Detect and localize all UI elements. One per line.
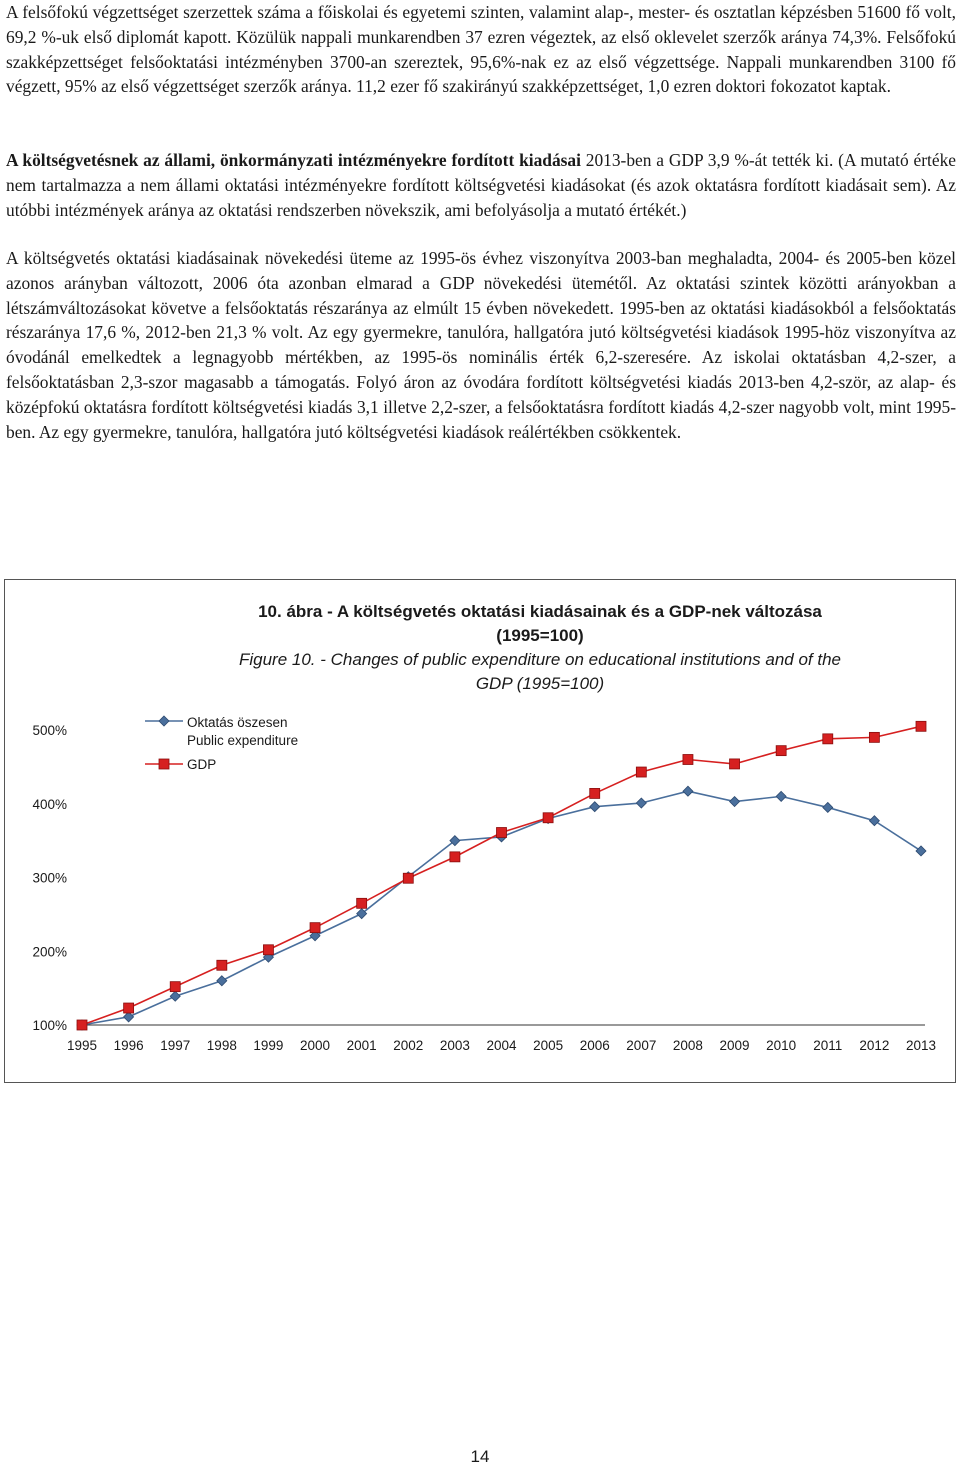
figure-title-english: Figure 10. - Changes of public expenditu…: [155, 648, 925, 696]
legend-marker-public-expenditure: [158, 715, 170, 727]
data-point-gdp: [496, 827, 507, 838]
figure-10: 10. ábra - A költségvetés oktatási kiadá…: [4, 579, 956, 1083]
x-tick-label: 2012: [859, 1038, 889, 1053]
x-tick-label: 2007: [626, 1038, 656, 1053]
data-point-public-expenditure: [915, 845, 927, 857]
data-point-gdp: [822, 733, 834, 745]
figure-title-en-line2: GDP (1995=100): [475, 674, 605, 693]
data-point-public-expenditure: [449, 835, 461, 847]
data-point-gdp: [123, 1002, 135, 1014]
page-number: 14: [470, 1447, 490, 1466]
x-tick-label: 2011: [813, 1038, 842, 1053]
y-tick-label: 200%: [32, 944, 67, 959]
figure-title-hungarian: 10. ábra - A költségvetés oktatási kiadá…: [155, 600, 925, 648]
x-tick-label: 2001: [347, 1038, 377, 1053]
x-tick-label: 2008: [673, 1038, 703, 1053]
x-tick-label: 2009: [720, 1038, 750, 1053]
x-tick-label: 1995: [67, 1038, 97, 1053]
data-point-gdp: [449, 851, 461, 863]
data-point-public-expenditure: [123, 1011, 135, 1023]
data-point-gdp: [169, 981, 181, 993]
data-point-public-expenditure: [309, 930, 321, 942]
y-tick-label: 100%: [32, 1018, 67, 1033]
x-tick-label: 2010: [766, 1038, 796, 1053]
data-point-gdp: [263, 944, 274, 956]
paragraph-budget-growth: A költségvetés oktatási kiadásainak növe…: [6, 248, 956, 442]
paragraph-budget-share: A költségvetésnek az állami, önkormányza…: [6, 148, 956, 222]
data-point-public-expenditure: [822, 801, 834, 814]
x-tick-label: 2000: [300, 1038, 330, 1053]
data-point-public-expenditure: [775, 790, 787, 802]
y-tick-label: 400%: [32, 797, 67, 812]
data-point-gdp: [402, 872, 414, 884]
figure-title-en-line1: Figure 10. - Changes of public expenditu…: [238, 650, 841, 669]
data-point-gdp: [356, 897, 368, 909]
series-line: [81, 790, 922, 1026]
data-point-gdp: [775, 745, 787, 757]
data-point-public-expenditure: [728, 795, 741, 808]
data-point-public-expenditure: [635, 797, 647, 809]
x-tick-label: 2005: [533, 1038, 563, 1053]
x-tick-label: 2006: [580, 1038, 610, 1053]
data-point-gdp: [216, 959, 228, 971]
legend-label-public-expenditure-line1: Oktatás öszesen: [187, 715, 288, 730]
x-tick-label: 1999: [253, 1038, 283, 1053]
x-tick-label: 1998: [207, 1038, 237, 1053]
legend-marker-gdp: [158, 758, 170, 770]
data-point-public-expenditure: [356, 908, 368, 920]
data-point-gdp: [542, 812, 554, 824]
data-point-gdp: [915, 720, 927, 732]
legend-label-gdp: GDP: [187, 757, 216, 772]
bold-lead-phrase: A költségvetésnek az állami, önkormányza…: [6, 150, 581, 170]
paragraph-graduates: A felsőfokú végzettséget szerzettek szám…: [6, 2, 956, 97]
data-point-public-expenditure: [216, 975, 228, 987]
line-chart: 100% 200% 300% 400% 500% 1995 1996 1997 1998 1999…: [32, 715, 936, 1053]
data-point-public-expenditure: [169, 990, 181, 1002]
data-point-gdp: [76, 1019, 88, 1031]
x-tick-label: 2002: [393, 1038, 423, 1053]
x-tick-label: 1996: [114, 1038, 144, 1053]
data-point-gdp: [682, 754, 694, 765]
x-tick-label: 2003: [440, 1038, 470, 1053]
data-point-gdp: [309, 922, 321, 934]
x-tick-label: 2004: [486, 1038, 517, 1053]
data-point-gdp: [868, 731, 880, 743]
data-point-public-expenditure: [682, 785, 694, 797]
figure-title-hu-line2: (1995=100): [496, 626, 584, 645]
data-point-public-expenditure: [589, 801, 601, 813]
figure-title-hu-line1: 10. ábra - A költségvetés oktatási kiadá…: [258, 602, 822, 621]
y-tick-label: 500%: [32, 723, 67, 738]
data-point-gdp: [589, 788, 601, 799]
data-point-gdp: [635, 766, 647, 778]
x-tick-label: 1997: [160, 1038, 190, 1053]
paragraph-budget-share-rest: 2013-ben a GDP 3,9 %-át tették ki. (A mu…: [6, 150, 956, 220]
x-tick-label: 2013: [906, 1038, 936, 1053]
data-point-gdp: [729, 758, 740, 770]
legend-label-public-expenditure-line2: Public expenditure: [187, 733, 298, 748]
y-tick-label: 300%: [32, 871, 67, 886]
data-point-public-expenditure: [868, 815, 880, 827]
